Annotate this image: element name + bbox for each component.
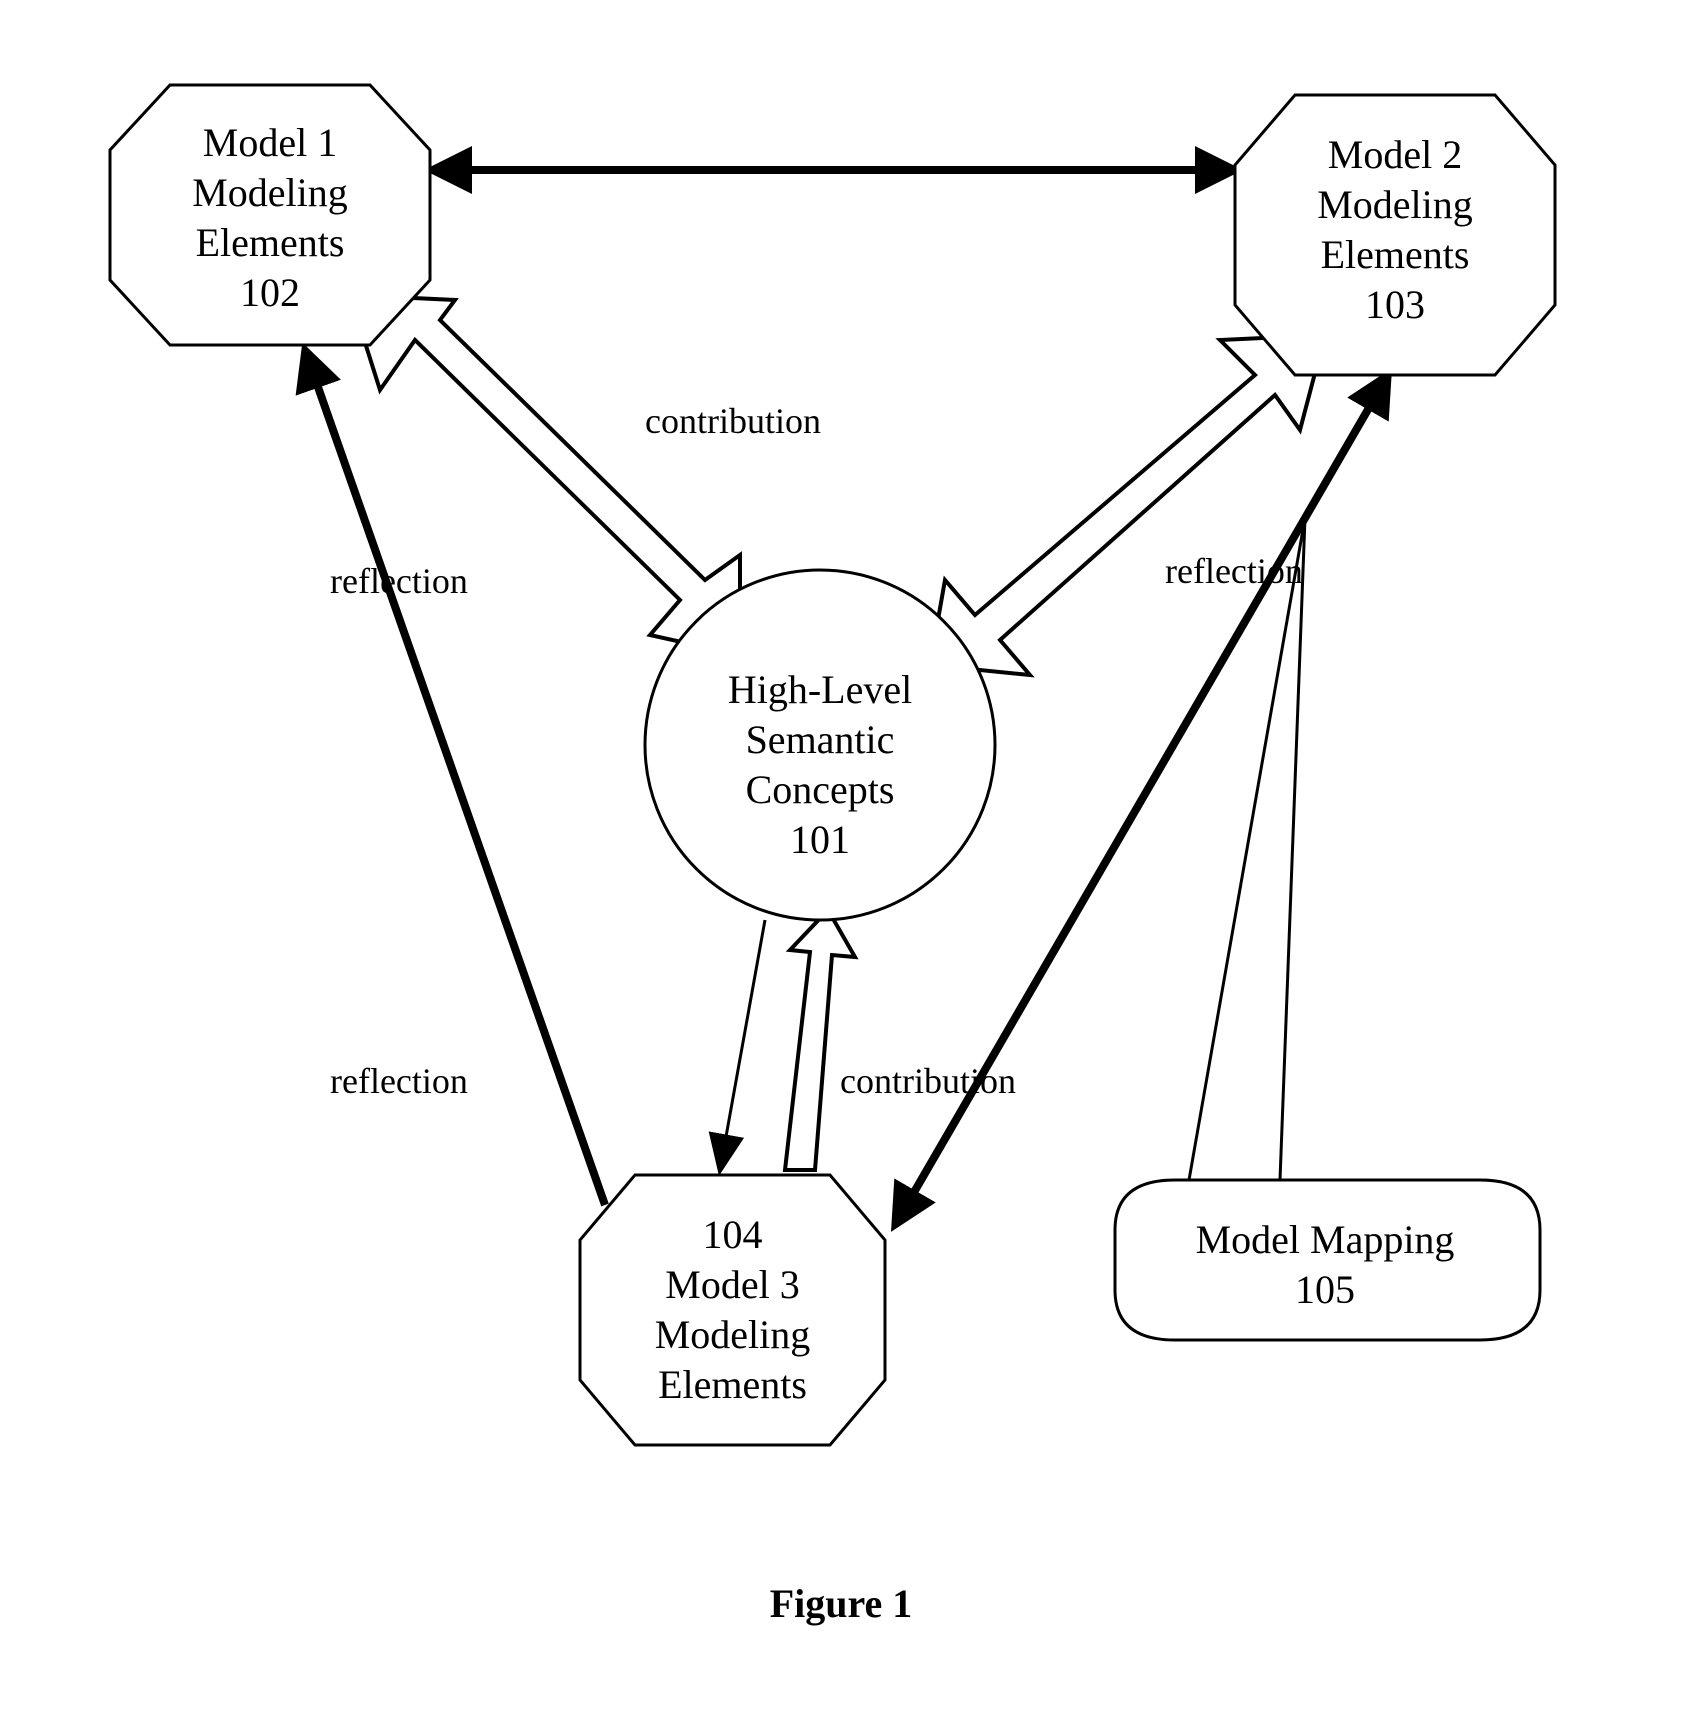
diagram-container: High-Level Semantic Concepts 101 Model 1… [0,0,1682,1718]
node-model3 [580,1175,885,1445]
node-callout [1115,1180,1540,1340]
diagram-svg [0,0,1682,1718]
edge-tl-hollow [350,295,740,655]
edge-up-hollow [785,910,855,1170]
node-model1 [110,85,430,345]
node-model2 [1235,95,1555,375]
figure-caption: Figure 1 [0,1580,1682,1627]
callout-line-1 [1280,518,1305,1180]
node-center [645,570,995,920]
edge-tr-hollow [930,335,1325,675]
edge-down-thin [720,920,765,1170]
